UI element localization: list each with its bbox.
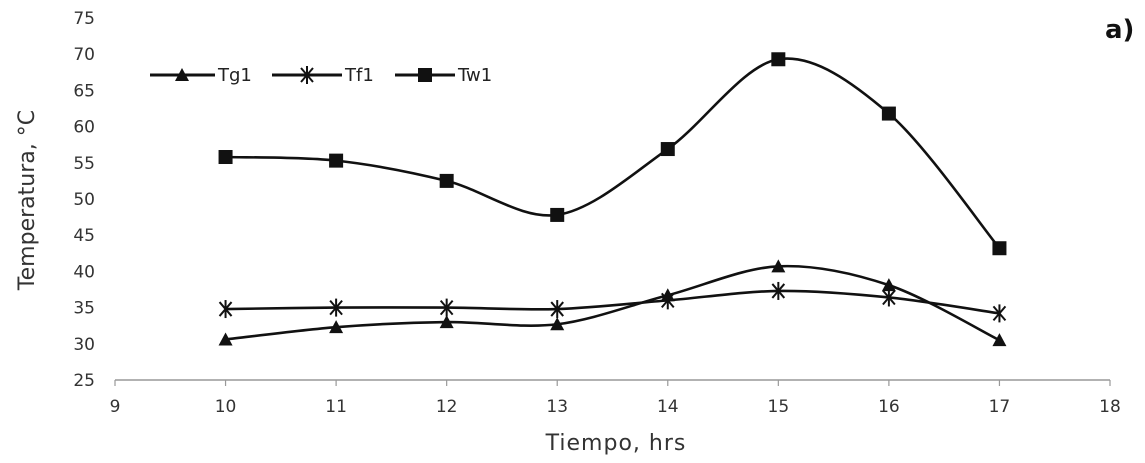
y-tick-label: 65 <box>73 81 95 101</box>
y-tick-label: 60 <box>73 118 95 138</box>
data-point-tw1 <box>550 207 565 222</box>
y-tick-label: 70 <box>73 45 95 65</box>
legend-marker-tw1 <box>418 68 432 82</box>
y-tick-label: 35 <box>73 299 95 319</box>
data-point-tf1 <box>882 288 896 307</box>
data-point-tw1 <box>881 106 896 121</box>
x-tick-label: 13 <box>546 397 568 417</box>
data-point-tg1 <box>992 333 1007 347</box>
data-point-tg1 <box>771 259 786 273</box>
data-point-tf1 <box>771 281 786 300</box>
y-tick-label: 25 <box>73 371 95 391</box>
legend: Tg1 Tf1 Tw1 <box>150 65 492 86</box>
series-line-tg1 <box>225 264 1001 342</box>
x-tick-label: 15 <box>768 397 790 417</box>
y-tick-label: 50 <box>73 190 95 210</box>
series-line-tw1 <box>225 57 1001 250</box>
data-point-tf1 <box>550 300 564 319</box>
series-markers <box>218 52 1007 347</box>
x-tick-label: 18 <box>1099 397 1121 417</box>
data-point-tf1 <box>992 304 1007 323</box>
legend-item-tw1: Tw1 <box>395 65 492 86</box>
data-point-tg1 <box>329 320 344 334</box>
data-point-tf1 <box>329 298 343 317</box>
x-axis-title: Tiempo, hrs <box>545 431 687 456</box>
x-tick-label: 12 <box>436 397 458 417</box>
y-tick-label: 75 <box>73 9 95 29</box>
data-point-tw1 <box>992 241 1007 256</box>
x-tick-label: 16 <box>878 397 900 417</box>
y-tick-label: 40 <box>73 262 95 282</box>
legend-item-tg1: Tg1 <box>150 65 252 86</box>
data-point-tw1 <box>660 142 675 157</box>
legend-item-tf1: Tf1 <box>272 65 374 86</box>
y-tick-labels: 25 30 35 40 45 50 55 60 65 70 75 <box>73 9 95 391</box>
x-tick-labels: 9 10 11 12 13 14 15 16 17 18 <box>110 397 1121 417</box>
y-tick-label: 30 <box>73 335 95 355</box>
legend-marker-tf1 <box>300 66 314 84</box>
panel-label: a) <box>1105 15 1134 45</box>
y-tick-label: 55 <box>73 154 95 174</box>
data-point-tg1 <box>550 317 565 331</box>
data-point-tf1 <box>439 298 454 317</box>
x-tick-label: 14 <box>657 397 679 417</box>
legend-marker-tg1 <box>175 68 189 81</box>
x-tick-label: 10 <box>215 397 237 417</box>
y-axis-title: Temperatura, °C <box>15 110 40 291</box>
data-point-tw1 <box>439 173 454 188</box>
data-point-tg1 <box>439 315 454 329</box>
data-point-tw1 <box>329 153 344 168</box>
x-tick-label: 9 <box>110 397 121 417</box>
legend-label-tf1: Tf1 <box>344 65 374 86</box>
data-point-tg1 <box>218 332 233 346</box>
data-point-tw1 <box>218 150 233 165</box>
legend-label-tw1: Tw1 <box>457 65 492 86</box>
data-point-tf1 <box>218 300 233 319</box>
x-tick-label: 17 <box>989 397 1011 417</box>
data-point-tg1 <box>881 278 896 292</box>
data-point-tf1 <box>661 291 675 310</box>
series-lines <box>225 57 1001 342</box>
legend-label-tg1: Tg1 <box>217 65 252 86</box>
x-tick-label: 11 <box>325 397 347 417</box>
axes <box>114 379 1111 386</box>
data-point-tw1 <box>771 52 786 67</box>
y-tick-label: 45 <box>73 226 95 246</box>
series-line-tf1 <box>225 289 1000 315</box>
